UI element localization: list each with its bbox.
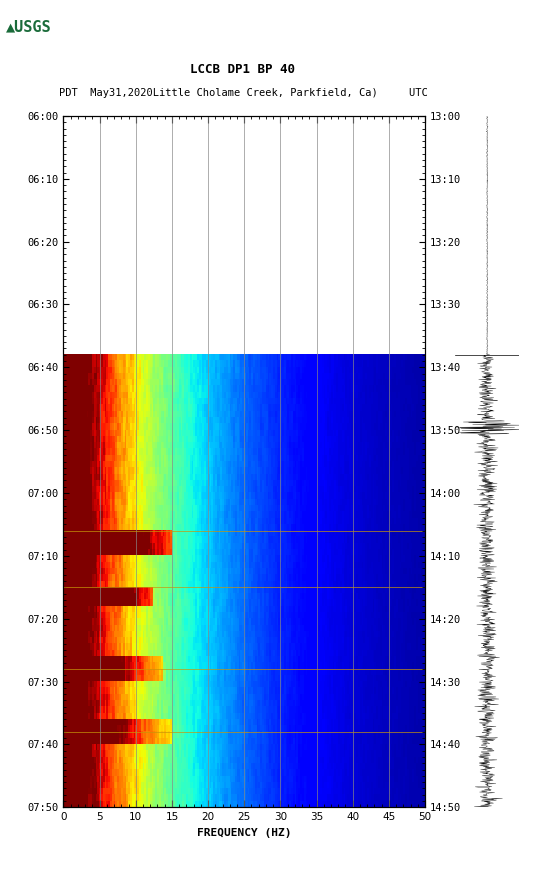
X-axis label: FREQUENCY (HZ): FREQUENCY (HZ)	[197, 828, 291, 838]
Text: LCCB DP1 BP 40: LCCB DP1 BP 40	[190, 62, 295, 76]
Text: ▲USGS: ▲USGS	[6, 20, 51, 35]
Text: USGS: USGS	[24, 16, 54, 29]
Text: PDT  May31,2020Little Cholame Creek, Parkfield, Ca)     UTC: PDT May31,2020Little Cholame Creek, Park…	[59, 88, 427, 98]
